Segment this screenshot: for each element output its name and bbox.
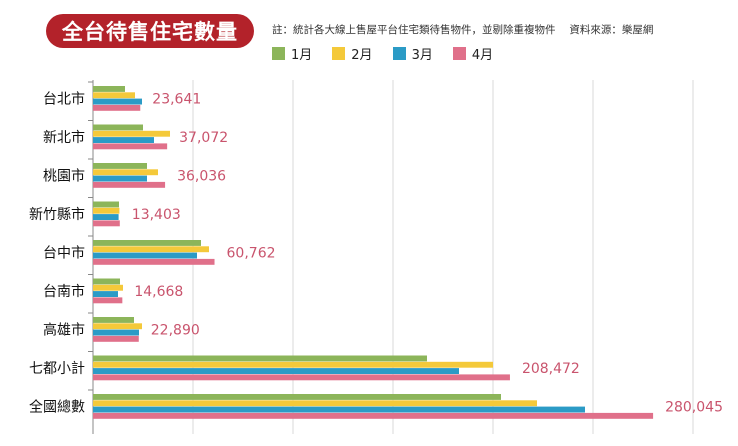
legend-swatch-feb xyxy=(332,47,346,60)
legend-item-jan: 1月 xyxy=(272,44,312,63)
bar-4-8 xyxy=(93,374,510,381)
legend-swatch-mar xyxy=(392,47,406,60)
bar-1-7 xyxy=(93,317,134,323)
bar-1-1 xyxy=(93,86,125,92)
bar-4-1 xyxy=(93,104,141,111)
bar-2-8 xyxy=(93,361,493,368)
bar-4-2 xyxy=(93,143,168,150)
bar-4-6 xyxy=(93,297,123,304)
bar-2-7 xyxy=(93,323,142,330)
bar-2-3 xyxy=(93,169,158,176)
category-label: 桃園市 xyxy=(43,168,85,185)
bar-4-4 xyxy=(93,220,120,227)
category-label: 台南市 xyxy=(43,283,85,300)
bar-4-9 xyxy=(93,412,654,419)
category-label: 高雄市 xyxy=(43,322,85,339)
category-label: 新竹縣市 xyxy=(29,206,85,223)
legend-item-mar: 3月 xyxy=(392,44,433,63)
category-label: 台中市 xyxy=(43,245,85,262)
category-label: 新北市 xyxy=(43,129,85,146)
bar-1-3 xyxy=(93,163,147,169)
bar-3-8 xyxy=(93,368,459,374)
bar-1-4 xyxy=(93,201,119,208)
bar-3-3 xyxy=(93,175,147,182)
bar-3-6 xyxy=(93,291,118,297)
bar-1-5 xyxy=(93,240,201,246)
legend-item-apr: 4月 xyxy=(452,44,494,63)
value-label: 280,045 xyxy=(665,400,723,416)
bar-1-9 xyxy=(93,394,501,400)
category-label: 七都小計 xyxy=(29,361,85,377)
value-label: 22,890 xyxy=(151,323,200,339)
bar-2-9 xyxy=(93,400,537,407)
bar-3-4 xyxy=(93,214,119,220)
bar-3-1 xyxy=(93,98,142,105)
bar-1-8 xyxy=(93,355,427,362)
bar-2-2 xyxy=(93,130,170,137)
bar-1-6 xyxy=(93,278,120,285)
bar-2-1 xyxy=(93,92,135,99)
bar-4-7 xyxy=(93,335,139,342)
value-label: 208,472 xyxy=(522,361,580,377)
bar-2-4 xyxy=(93,207,120,214)
bar-3-7 xyxy=(93,329,139,336)
legend: 1月 2月 3月 4月 xyxy=(272,44,493,63)
bar-3-5 xyxy=(93,252,197,259)
value-label: 23,641 xyxy=(152,92,201,108)
legend-label-jan: 1月 xyxy=(291,48,313,63)
value-label: 60,762 xyxy=(227,246,276,262)
value-label: 13,403 xyxy=(132,207,181,223)
bar-4-3 xyxy=(93,181,166,188)
chart-title: 全台待售住宅數量 xyxy=(46,14,254,48)
bar-1-2 xyxy=(93,124,143,131)
value-label: 36,036 xyxy=(177,169,226,185)
legend-item-feb: 2月 xyxy=(332,44,373,63)
legend-swatch-apr xyxy=(452,47,466,60)
legend-swatch-jan xyxy=(272,47,285,60)
bar-3-2 xyxy=(93,137,154,143)
legend-label-apr: 4月 xyxy=(471,48,494,63)
bar-3-9 xyxy=(93,406,585,413)
category-label: 全國總數 xyxy=(29,399,85,416)
bar-4-5 xyxy=(93,258,215,265)
source-note: 註：統計各大線上售屋平台住宅類待售物件，並剔除重複物件 資料來源：樂屋網 xyxy=(272,24,654,36)
value-label: 14,668 xyxy=(134,284,183,300)
value-label: 37,072 xyxy=(179,130,228,146)
bar-2-5 xyxy=(93,246,209,253)
legend-label-mar: 3月 xyxy=(411,48,433,63)
bar-2-6 xyxy=(93,284,123,291)
legend-label-feb: 2月 xyxy=(351,48,373,63)
category-label: 台北市 xyxy=(43,91,85,108)
